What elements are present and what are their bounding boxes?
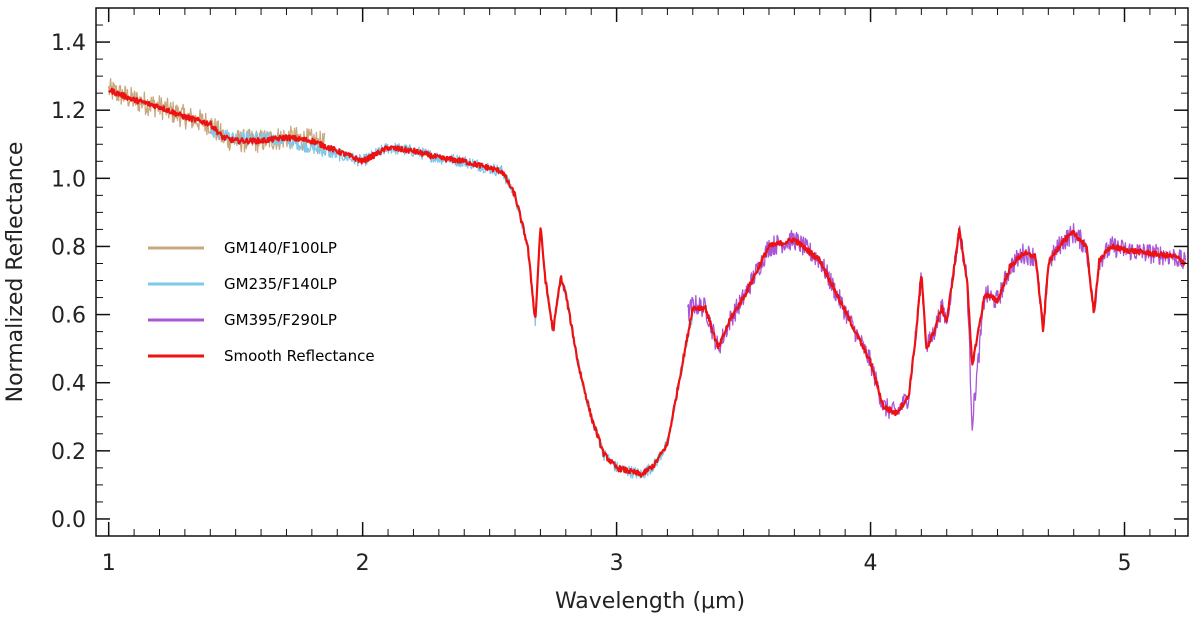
x-tick-label: 4 xyxy=(864,551,878,576)
series-layer xyxy=(108,78,1187,479)
x-tick-label: 3 xyxy=(610,551,624,576)
legend-label-4: Smooth Reflectance xyxy=(224,347,375,365)
y-axis-label: Normalized Reflectance xyxy=(3,142,28,403)
y-tick-label: 0.0 xyxy=(51,508,86,533)
y-tick-label: 1.2 xyxy=(51,99,86,124)
series-line-3 xyxy=(687,223,1187,431)
legend-label-3: GM395/F290LP xyxy=(224,311,337,329)
y-tick-label: 0.8 xyxy=(51,235,86,260)
legend-label-1: GM140/F100LP xyxy=(224,239,337,257)
x-tick-label: 1 xyxy=(102,551,116,576)
series-line-4 xyxy=(108,87,1187,478)
plot-frame xyxy=(95,7,1189,537)
legend-label-2: GM235/F140LP xyxy=(224,275,337,293)
x-tick-label: 2 xyxy=(356,551,370,576)
ticks-layer: 1 2 3 4 5 0.0 0.2 0.4 0.6 0.8 1.0 1.2 1.4 xyxy=(51,7,1188,576)
y-tick-label: 0.6 xyxy=(51,304,86,329)
series-line-2 xyxy=(209,126,694,479)
y-tick-label: 0.2 xyxy=(51,440,86,465)
x-axis-label: Wavelength (μm) xyxy=(555,589,745,614)
x-tick-label: 5 xyxy=(1118,551,1132,576)
y-tick-label: 0.4 xyxy=(51,372,86,397)
legend: GM140/F100LP GM235/F140LP GM395/F290LP Smoo… xyxy=(148,239,375,365)
y-tick-label: 1.0 xyxy=(51,167,86,192)
y-tick-label: 1.4 xyxy=(51,31,86,56)
